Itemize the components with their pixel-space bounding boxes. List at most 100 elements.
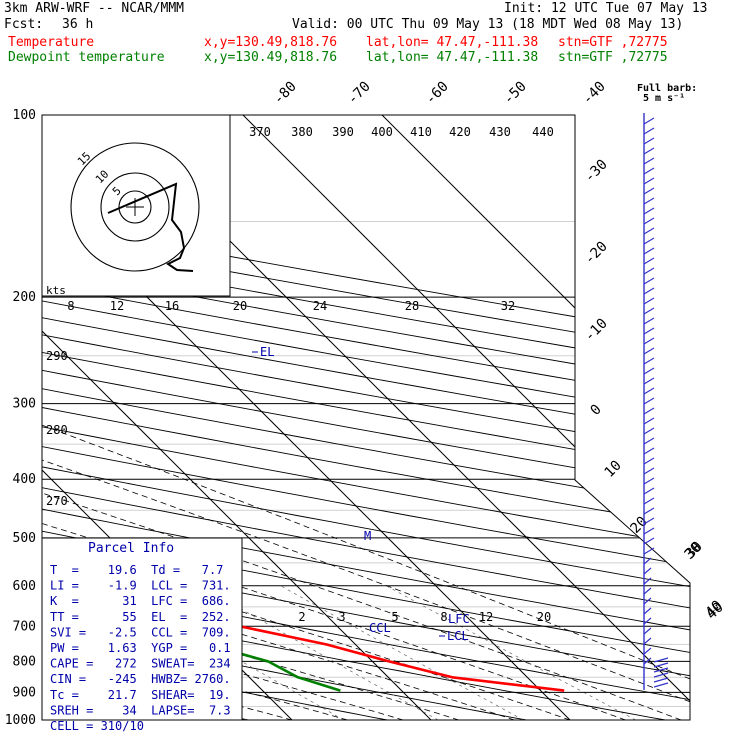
speed-label: 12 <box>110 299 124 313</box>
level-marker-el: EL <box>252 345 274 359</box>
full-barb-label: Full barb: <box>637 83 698 94</box>
wind-barb <box>653 682 669 688</box>
pressure-label-900: 900 <box>13 685 36 700</box>
parcel-info-row: Tc = 21.7 SHEAR= 19. <box>50 688 231 702</box>
isotherm-label: -80 <box>271 79 300 108</box>
parcel-info-row: T = 19.6 Td = 7.7 <box>50 563 223 577</box>
wind-barb <box>643 417 655 425</box>
valid-time: Valid: 00 UTC Thu 09 May 13 (18 MDT Wed … <box>292 17 684 32</box>
isotherm-label: 20 <box>628 514 651 537</box>
isotherm-label: 0 <box>588 402 605 419</box>
dry-adiabat <box>42 115 690 720</box>
mixing-ratio-label: 12 <box>479 610 493 624</box>
marker-label: M <box>364 529 371 543</box>
parcel-info-row: CAPE = 272 SWEAT= 234 <box>50 657 231 671</box>
parcel-info-row: SVI = -2.5 CCL = 709. <box>50 625 231 639</box>
temperature-legend-xy: x,y=130.49,818.76 <box>204 35 338 50</box>
theta-label: 370 <box>249 125 271 139</box>
wind-barb <box>653 672 669 678</box>
mixing-ratio-label: 5 <box>391 610 398 624</box>
theta-label: 430 <box>489 125 511 139</box>
dry-adiabat <box>42 115 690 720</box>
wind-barb <box>643 617 652 625</box>
dry-adiabat <box>42 115 690 720</box>
isotherm-label: -70 <box>345 79 374 108</box>
speed-label: 8 <box>67 299 74 313</box>
wind-barb <box>653 667 669 673</box>
wind-barb <box>643 357 655 365</box>
wind-barb <box>643 157 655 165</box>
mixing-ratio-label: 2 <box>298 610 305 624</box>
hodograph-trace <box>107 182 194 272</box>
marker-label: EL <box>260 345 274 359</box>
dry-adiabat <box>42 115 690 720</box>
wind-barb <box>643 507 655 515</box>
wind-barb <box>643 177 655 185</box>
wind-barb <box>643 577 652 585</box>
pressure-label-400: 400 <box>13 472 36 487</box>
parcel-info-row: LI = -1.9 LCL = 731. <box>50 579 231 593</box>
isotherm-label: -20 <box>582 239 611 268</box>
wind-barb <box>643 167 655 175</box>
theta-side-label: 290 <box>46 349 68 363</box>
wind-barb <box>643 607 652 615</box>
theta-label: 410 <box>410 125 432 139</box>
moist-adiabat <box>42 296 515 720</box>
hodograph-ring <box>100 172 170 242</box>
wind-barb <box>643 527 655 535</box>
marker-label: LFC <box>448 612 470 626</box>
wind-barb <box>643 267 655 275</box>
theta-label: 400 <box>371 125 393 139</box>
wind-barb <box>643 337 655 345</box>
speed-label: 28 <box>405 299 419 313</box>
wind-barb <box>643 277 655 285</box>
wind-barb <box>643 287 655 295</box>
pressure-label-600: 600 <box>13 579 36 594</box>
full-barb-units: 5 m s⁻¹ <box>643 93 686 104</box>
theta-side-label: 270 <box>46 494 68 508</box>
dry-adiabat <box>42 115 690 720</box>
wind-barb <box>653 657 669 663</box>
theta-label: 440 <box>532 125 554 139</box>
theta-side-label: 280 <box>46 423 68 437</box>
level-marker-ccl: CCL <box>369 621 391 635</box>
wind-barb <box>643 437 655 445</box>
parcel-info-row: TT = 55 EL = 252. <box>50 610 231 624</box>
wind-barb <box>643 427 655 435</box>
wind-barb <box>643 637 652 645</box>
temperature-legend-name: Temperature <box>8 35 95 50</box>
wind-barb <box>643 347 655 355</box>
mixing-ratio-line <box>111 585 344 720</box>
parcel-info-row: SREH = 34 LAPSE= 7.3 <box>50 703 231 717</box>
moist-adiabat <box>42 296 404 720</box>
isotherm-label: -40 <box>580 79 609 108</box>
speed-label: 20 <box>233 299 247 313</box>
wind-barb <box>643 127 655 135</box>
wind-barb <box>643 457 655 465</box>
wind-barb <box>643 497 655 505</box>
dewpoint-legend-name: Dewpoint temperature <box>8 50 165 65</box>
model-run-title: 3km ARW-WRF -- NCAR/MMM <box>4 1 185 16</box>
pressure-label-200: 200 <box>13 290 36 305</box>
pressure-label-700: 700 <box>13 619 36 634</box>
hodograph-ring <box>118 190 152 224</box>
wind-barb <box>643 517 655 525</box>
wind-barb <box>643 217 655 225</box>
wind-barb <box>653 677 669 683</box>
wind-barb <box>643 387 655 395</box>
speed-label: 16 <box>165 299 179 313</box>
wind-barb <box>643 487 655 495</box>
hodograph-units: kts <box>46 284 66 297</box>
pressure-label-500: 500 <box>13 531 36 546</box>
level-marker-lfc: LFC <box>448 612 470 626</box>
isotherm-label: -10 <box>582 316 611 345</box>
wind-barb <box>643 557 652 565</box>
wind-barb <box>643 317 655 325</box>
wind-barb <box>643 207 655 215</box>
isotherm-label: 10 <box>602 458 625 481</box>
wind-barb <box>643 567 652 575</box>
dry-adiabat <box>42 115 690 720</box>
theta-label: 390 <box>332 125 354 139</box>
speed-label: 32 <box>501 299 515 313</box>
